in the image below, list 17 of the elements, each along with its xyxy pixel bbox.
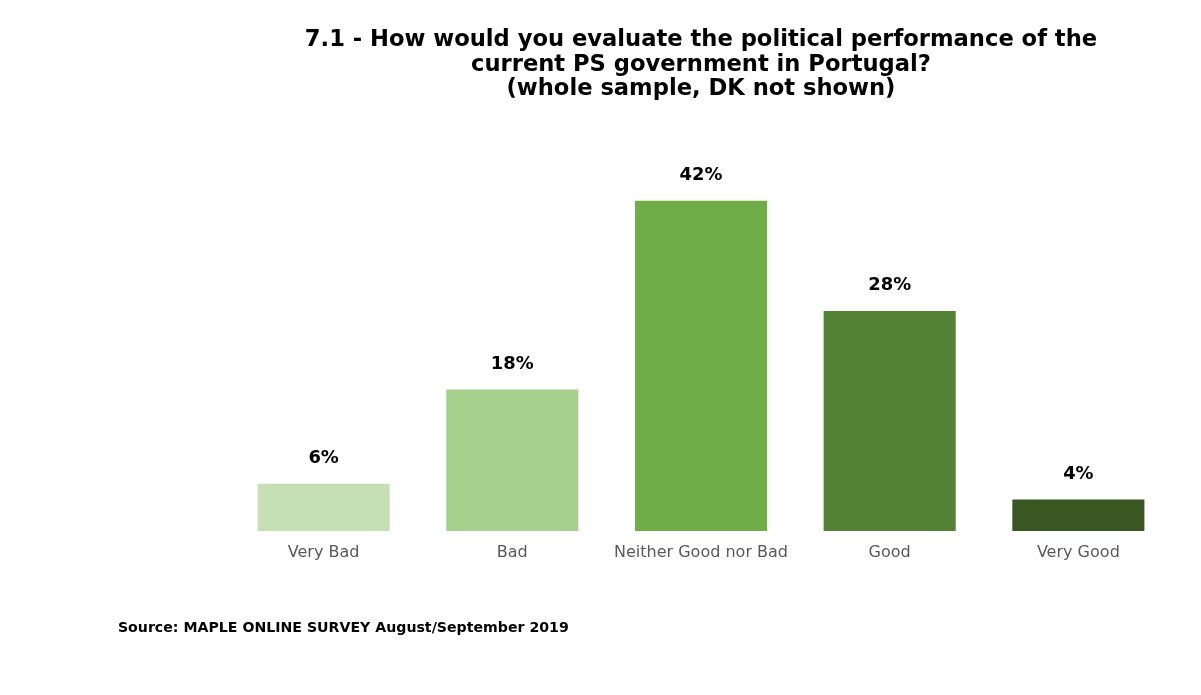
bar bbox=[446, 389, 579, 532]
source-note: Source: MAPLE ONLINE SURVEY August/September 2019 bbox=[117, 618, 569, 635]
x-tick-label: Bad bbox=[496, 541, 528, 561]
x-tick-label: Neither Good nor Bad bbox=[613, 541, 789, 561]
bar bbox=[823, 310, 956, 532]
x-tick-label: Very Good bbox=[1036, 541, 1120, 561]
data-label: 6% bbox=[308, 446, 339, 468]
text: 7.1 - How would you evaluate the political performance of the bbox=[304, 25, 1098, 52]
bar bbox=[1012, 499, 1145, 532]
data-label: 18% bbox=[490, 351, 534, 373]
bar bbox=[634, 200, 768, 532]
data-label: 4% bbox=[1063, 461, 1094, 483]
data-label: 42% bbox=[679, 163, 723, 185]
bar bbox=[257, 483, 390, 532]
x-tick-label: Good bbox=[868, 541, 911, 561]
x-tick-label: Very Bad bbox=[287, 541, 360, 561]
data-label: 28% bbox=[868, 273, 912, 295]
